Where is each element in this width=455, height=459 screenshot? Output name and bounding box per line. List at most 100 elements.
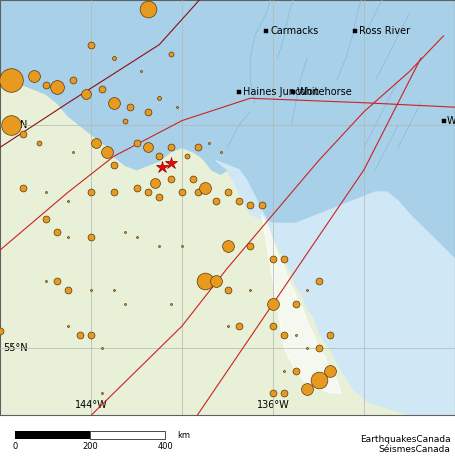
Point (137, 68, 145, 75)
Point (110, 55, 117, 62)
Point (99, 345, 106, 352)
Point (87, 331, 95, 339)
Point (292, 331, 299, 339)
Point (42, 81, 49, 89)
Point (0, 327, 4, 334)
Point (42, 215, 49, 223)
Point (174, 104, 181, 111)
Point (53, 278, 61, 285)
Point (53, 84, 61, 91)
Point (87, 188, 95, 196)
Point (42, 188, 49, 196)
Text: Haines Junction: Haines Junction (243, 87, 319, 96)
Text: Wats: Wats (447, 117, 455, 127)
Point (269, 255, 277, 263)
Point (292, 367, 299, 375)
Point (178, 188, 186, 196)
Point (194, 144, 202, 151)
Text: 55°N: 55°N (3, 343, 28, 353)
Point (35, 139, 42, 146)
Point (303, 385, 311, 392)
Point (8, 121, 15, 129)
Point (156, 95, 163, 102)
Point (212, 197, 220, 205)
Point (156, 193, 163, 200)
Point (99, 86, 106, 93)
Point (69, 77, 76, 84)
Point (156, 153, 163, 160)
Point (201, 184, 208, 191)
Point (201, 278, 208, 285)
Point (110, 162, 117, 169)
Point (281, 331, 288, 339)
Point (224, 242, 231, 249)
Point (110, 188, 117, 196)
Point (65, 233, 72, 241)
Point (151, 179, 158, 187)
Point (167, 300, 174, 308)
Point (326, 331, 334, 339)
Text: km: km (177, 431, 191, 440)
Point (247, 202, 254, 209)
Point (326, 367, 334, 375)
Point (121, 229, 129, 236)
Point (167, 175, 174, 182)
Point (178, 242, 186, 249)
Point (292, 300, 299, 308)
Text: Whitehorse: Whitehorse (297, 87, 353, 96)
Bar (15, 431, 90, 439)
Point (194, 188, 202, 196)
Text: EarthquakesCanada
SéismesCanada: EarthquakesCanada SéismesCanada (360, 435, 450, 454)
Point (133, 233, 140, 241)
Text: 60°N: 60°N (3, 120, 28, 130)
Point (83, 90, 90, 97)
Point (315, 345, 322, 352)
Point (167, 144, 174, 151)
Point (8, 340, 15, 347)
Point (65, 322, 72, 330)
Point (69, 148, 76, 156)
Point (303, 287, 311, 294)
Point (144, 144, 152, 151)
Point (76, 331, 83, 339)
Text: 144°W: 144°W (75, 400, 107, 410)
Polygon shape (0, 0, 455, 415)
Point (65, 287, 72, 294)
Text: Carmacks: Carmacks (271, 26, 319, 36)
Point (212, 278, 220, 285)
Point (65, 197, 72, 205)
Point (133, 184, 140, 191)
Point (144, 108, 152, 115)
Point (247, 242, 254, 249)
Point (269, 322, 277, 330)
Point (19, 184, 26, 191)
Point (144, 188, 152, 196)
Text: 0: 0 (12, 442, 18, 451)
Point (281, 367, 288, 375)
Point (99, 389, 106, 397)
Point (19, 130, 26, 138)
Text: Ross River: Ross River (359, 26, 410, 36)
Text: 200: 200 (82, 442, 98, 451)
Point (167, 50, 174, 57)
Point (235, 322, 243, 330)
Point (281, 389, 288, 397)
Polygon shape (216, 161, 455, 415)
Point (110, 99, 117, 106)
Point (144, 5, 152, 12)
Point (156, 242, 163, 249)
Point (269, 389, 277, 397)
Point (133, 139, 140, 146)
Point (121, 117, 129, 124)
Point (87, 287, 95, 294)
Point (183, 153, 190, 160)
Point (110, 287, 117, 294)
Point (269, 300, 277, 308)
Point (190, 175, 197, 182)
Point (315, 376, 322, 383)
Text: 400: 400 (157, 442, 173, 451)
Point (303, 345, 311, 352)
Point (224, 188, 231, 196)
Point (121, 300, 129, 308)
Point (92, 139, 99, 146)
